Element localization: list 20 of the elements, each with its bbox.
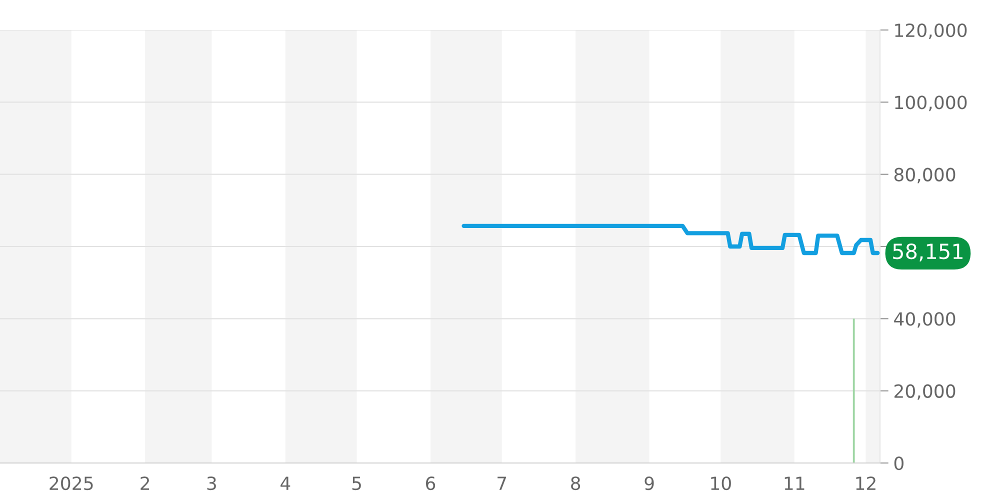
x-tick-label: 10: [711, 476, 731, 490]
x-tick-label: 11: [784, 476, 804, 490]
x-tick-label: 2: [140, 476, 150, 490]
y-tick-label: 40,000: [894, 312, 956, 328]
y-tick-label: 20,000: [894, 384, 956, 400]
x-tick-label: 4: [280, 476, 290, 490]
y-tick-label: 0: [894, 456, 904, 470]
x-tick-label: 6: [426, 476, 436, 490]
x-tick-label: 12: [856, 476, 876, 490]
x-tick-label: 8: [571, 476, 580, 490]
x-tick-label: 5: [352, 476, 361, 490]
line-series: [462, 224, 880, 256]
x-tick-label: 7: [498, 476, 506, 490]
y-tick-label: 120,000: [895, 23, 967, 39]
x-tick-label: 3: [207, 476, 216, 490]
y-tick-label: 80,000: [894, 168, 956, 184]
annotation: 58,151: [893, 243, 962, 262]
x-tick-label: 9: [644, 476, 654, 490]
y-tick-label: 100,000: [895, 96, 967, 112]
x-tick-label: 2025: [50, 476, 93, 490]
